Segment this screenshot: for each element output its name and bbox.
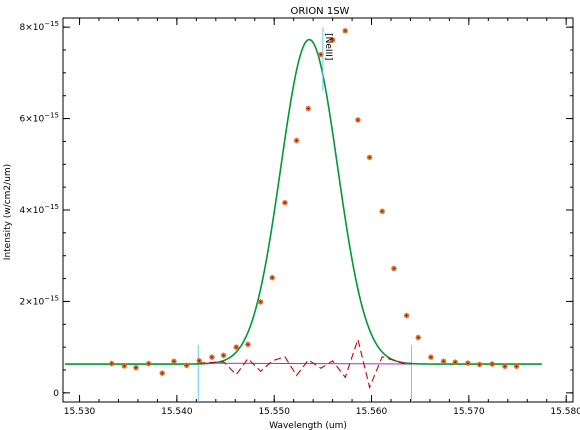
- data-point: [108, 360, 115, 367]
- chart-title: ORION 1SW: [291, 6, 350, 17]
- data-point: [196, 358, 203, 364]
- data-point: [133, 364, 139, 371]
- data-point-center: [211, 356, 213, 359]
- x-tick-label: 15.550: [258, 407, 290, 417]
- data-point: [465, 360, 471, 366]
- data-point: [513, 363, 520, 370]
- axis-ticks: 15.530 15.540 15.550 15.560 15.570 15.580 0 2×1…: [19, 18, 580, 417]
- data-point: [502, 363, 508, 370]
- plot-frame: [62, 17, 574, 403]
- data-point: [403, 312, 410, 319]
- y-tick-label: 8×10−15: [19, 20, 59, 33]
- data-point-center: [331, 39, 334, 41]
- series-layer: [64, 28, 542, 390]
- data-point-center: [320, 53, 322, 56]
- data-point-center: [135, 366, 137, 369]
- data-point: [220, 352, 227, 359]
- data-point: [452, 359, 459, 366]
- data-point: [366, 154, 373, 161]
- data-point: [171, 358, 177, 365]
- data-point-center: [295, 139, 298, 142]
- x-tick-label: 15.540: [161, 407, 193, 417]
- line-annotation: [NeIII]: [322, 27, 333, 92]
- data-point-center: [368, 156, 371, 159]
- data-point-center: [491, 363, 494, 365]
- data-point: [245, 341, 251, 348]
- data-point: [342, 28, 349, 34]
- data-point-center: [235, 346, 238, 348]
- data-point: [305, 105, 312, 112]
- data-point-center: [357, 119, 359, 121]
- data-point: [209, 354, 215, 360]
- data-point-center: [515, 365, 518, 368]
- data-point: [379, 208, 386, 215]
- data-point: [145, 360, 152, 367]
- data-point: [355, 117, 361, 123]
- data-point-center: [504, 365, 506, 368]
- data-point-center: [405, 314, 408, 317]
- data-point-center: [110, 362, 113, 365]
- data-point: [159, 370, 166, 376]
- data-point-center: [393, 267, 395, 270]
- data-point-center: [185, 364, 188, 367]
- fit-line: [64, 38, 542, 365]
- data-point-center: [381, 210, 384, 213]
- x-axis-label: Wavelength (um): [269, 421, 347, 430]
- data-point: [233, 344, 240, 350]
- data-point: [329, 37, 336, 43]
- data-point-center: [307, 107, 310, 110]
- data-point: [428, 354, 434, 360]
- data-point-center: [161, 372, 164, 375]
- y-tick-label: 0: [53, 389, 59, 399]
- x-tick-label: 15.530: [64, 407, 96, 417]
- data-point-center: [147, 362, 150, 365]
- data-point: [415, 334, 422, 341]
- data-point: [293, 137, 300, 144]
- data-point-center: [173, 360, 175, 363]
- data-point-center: [467, 362, 469, 364]
- data-point: [282, 199, 288, 206]
- data-point-center: [442, 360, 445, 363]
- data-point-center: [454, 361, 457, 364]
- data-point-center: [344, 30, 347, 32]
- x-tick-label: 15.560: [356, 407, 388, 417]
- y-axis-label: Intensity (w/cm2/um): [3, 164, 13, 260]
- y-tick-label: 2×10−15: [19, 294, 59, 307]
- annotation-label: [NeIII]: [323, 33, 333, 60]
- data-point-center: [478, 363, 481, 366]
- data-point-center: [198, 360, 201, 362]
- data-point-center: [222, 354, 225, 357]
- data-point: [183, 362, 190, 369]
- y-tick-label: 4×10−15: [19, 203, 59, 216]
- data-point: [476, 361, 483, 368]
- x-tick-label: 15.570: [453, 407, 485, 417]
- data-point-center: [259, 301, 262, 303]
- x-tick-label: 15.580: [550, 407, 580, 417]
- y-tick-label: 6×10−15: [19, 112, 59, 125]
- residual-line: [198, 337, 412, 390]
- data-point-center: [430, 356, 432, 359]
- data-point: [489, 361, 496, 367]
- data-point: [121, 363, 128, 369]
- data-point: [440, 358, 447, 365]
- fit-window-markers: [197, 344, 412, 402]
- data-point-center: [247, 343, 249, 346]
- data-point: [269, 274, 276, 281]
- data-point-center: [284, 201, 286, 204]
- data-point-center: [123, 365, 126, 367]
- data-point: [257, 299, 264, 305]
- data-point-center: [417, 336, 420, 339]
- data-point-center: [271, 276, 274, 279]
- data-point: [391, 265, 397, 272]
